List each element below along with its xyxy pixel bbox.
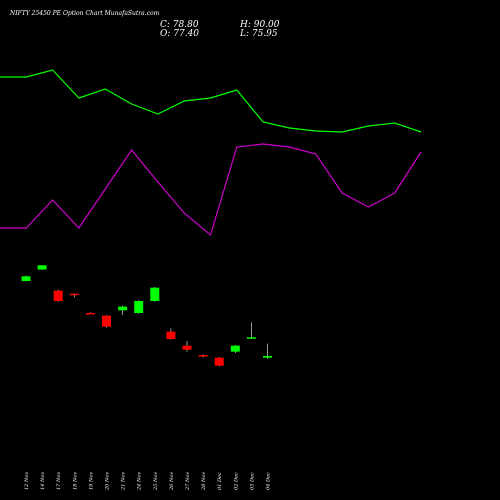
candle	[102, 315, 111, 328]
x-tick-label: 04 Dec	[266, 472, 272, 490]
candle	[118, 305, 128, 315]
candle-body-down	[102, 315, 111, 327]
candle-body-down	[166, 331, 176, 339]
candle-body-down	[53, 290, 63, 301]
candle-body-up	[21, 276, 31, 281]
indicator-line-2	[0, 143, 422, 237]
chart-title: NIFTY 25450 PE Option Chart MunafaSutra.…	[10, 10, 160, 17]
x-tick-label: 26 Nov	[169, 472, 175, 491]
x-tick-label: 01 Dec	[217, 472, 223, 490]
x-tick-label: 21 Nov	[121, 472, 127, 491]
indicator-lines	[0, 69, 422, 237]
x-tick-label: 12 Nov	[24, 472, 30, 490]
candle-body-up	[134, 301, 144, 313]
open-value: O: 77.40	[160, 29, 200, 39]
candle-body-down	[198, 355, 208, 357]
x-tick-label: 18 Nov	[72, 472, 78, 490]
x-tick-label: 25 Nov	[153, 472, 159, 491]
candle-body-up	[37, 265, 47, 270]
candle-body-down	[214, 357, 224, 366]
x-tick-label: 14 Nov	[40, 472, 46, 490]
close-value: C: 78.80	[160, 20, 199, 30]
candle-body-up	[118, 306, 128, 311]
x-tick-label: 24 Nov	[137, 472, 143, 491]
candle-body-up	[230, 345, 240, 352]
candle	[85, 312, 95, 315]
candle	[182, 341, 192, 352]
candle	[53, 289, 63, 302]
high-value: H: 90.00	[240, 20, 280, 30]
candle-body-down	[85, 313, 95, 315]
candle-body-down	[69, 293, 79, 296]
x-axis-labels: 12 Nov 14 Nov 17 Nov 18 Nov 19 Nov 20 Nov 21 N…	[24, 472, 272, 491]
candle-body-up	[246, 337, 256, 339]
candle	[214, 357, 224, 367]
x-tick-label: 27 Nov	[185, 472, 191, 491]
candle	[69, 293, 79, 298]
x-tick-label: 28 Nov	[201, 472, 207, 491]
x-tick-label: 20 Nov	[105, 472, 111, 491]
candle-body-up	[150, 287, 160, 301]
candle	[230, 345, 240, 353]
candle	[21, 275, 31, 282]
x-tick-label: 17 Nov	[56, 472, 62, 490]
candles	[21, 265, 272, 367]
indicator-line-1	[0, 69, 422, 133]
candle	[246, 322, 256, 339]
x-tick-label: 19 Nov	[88, 472, 94, 490]
candle	[198, 354, 208, 358]
candle	[134, 300, 144, 314]
candle	[150, 287, 160, 302]
candle	[37, 265, 47, 271]
candle	[166, 328, 176, 340]
low-value: L: 75.95	[240, 29, 278, 39]
candle-body-down	[182, 345, 192, 350]
x-tick-label: 03 Dec	[249, 472, 255, 490]
x-tick-label: 02 Dec	[233, 472, 239, 490]
candle-body-up	[263, 355, 272, 358]
candle	[263, 343, 272, 359]
